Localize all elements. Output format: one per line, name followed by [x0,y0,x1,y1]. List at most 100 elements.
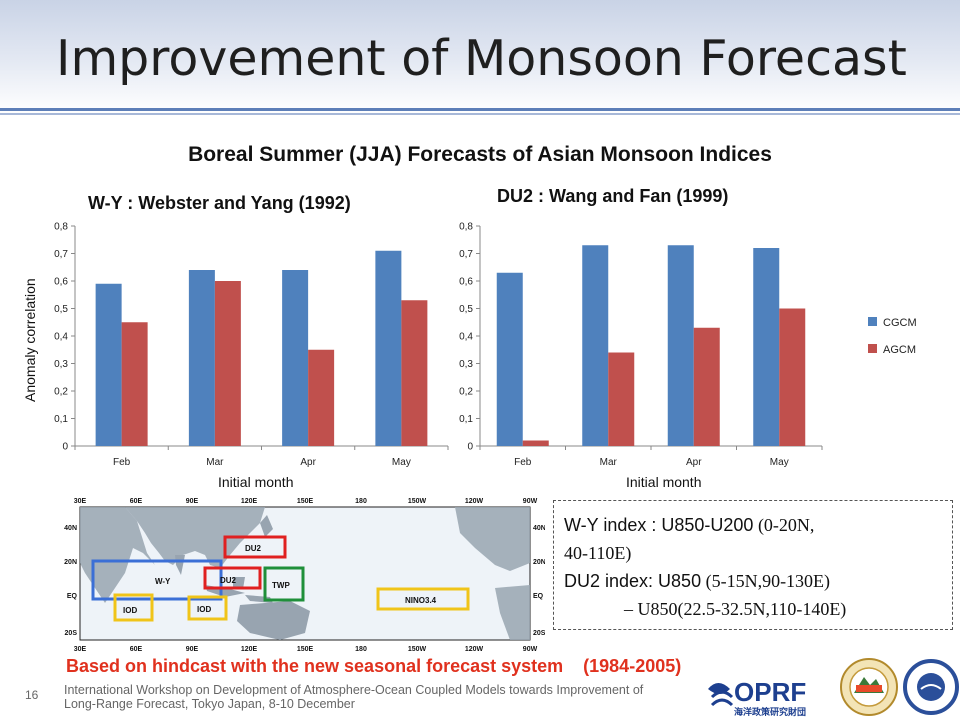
hindcast-note: Based on hindcast with the new seasonal … [66,656,682,676]
region-iod-west [113,593,154,622]
bar-cgcm-feb [95,283,122,446]
lat-label-eq-right: EQ [533,593,544,600]
lon-label-90w: 90W [523,498,538,505]
y-tick-label: 0,4 [54,332,68,343]
footer-line-1: International Workshop on Development of… [64,683,644,697]
region-du2-south-label: DU2 [220,576,237,585]
y-tick-label: 0,3 [459,359,473,370]
y-tick-label: 0,1 [459,414,473,425]
lon-label-150e: 150E [297,498,314,505]
region-wy [91,559,223,601]
bar-cgcm-apr [667,245,694,446]
du2-index-region-b: – U850(22.5-32.5N,110-140E) [624,599,847,619]
lon-label-150w-bottom: 150W [408,646,427,653]
emblem-logo [903,659,959,715]
y-tick-label: 0,7 [459,249,473,260]
region-twp [263,566,305,602]
bar-agcm-mar [608,352,635,446]
chart-wy: 0 0,1 0,2 0,3 0,4 0,5 0,6 0,7 0,8 Feb Mar Apr May [54,222,449,468]
du2-index-line1: DU2 index: U850 (5-15N,90-130E) [564,567,942,595]
bar-cgcm-feb [496,272,523,446]
asia-land [125,507,265,568]
title-rule-thin [0,113,960,115]
region-iod-west-label: IOD [123,606,137,615]
bar-cgcm-may [375,250,402,446]
wy-index-region-a: (0-20N, [753,515,815,535]
x-tick-label: Mar [206,457,224,468]
chart-du2: 0 0,1 0,2 0,3 0,4 0,5 0,6 0,7 0,8 Feb Mar Apr May CGC… [459,222,917,469]
bar-agcm-feb [522,440,549,446]
footer-line-2: Long-Range Forecast, Tokyo Japan, 8-10 D… [64,697,355,711]
y-tick-label: 0,4 [459,332,473,343]
du2-index-label: DU2 index: U850 [564,571,702,591]
slide-subtitle: Boreal Summer (JJA) Forecasts of Asian M… [188,143,772,166]
lon-label-30e-bottom: 30E [74,646,87,653]
bar-agcm-apr [308,349,335,446]
lat-label-eq: EQ [67,593,78,600]
lon-label-120e-bottom: 120E [241,646,258,653]
x-tick-label: May [392,457,411,468]
y-tick-label: 0,6 [459,277,473,288]
lat-label-20n: 20N [64,559,77,566]
y-tick-label: 0,8 [459,222,473,233]
y-tick-label: 0,5 [54,304,68,315]
bar-cgcm-mar [188,270,215,446]
x-tick-label: Apr [300,457,316,468]
footer-citation: International Workshop on Development of… [64,683,704,711]
lon-label-120w-bottom: 120W [465,646,484,653]
lon-label-120e: 120E [241,498,258,505]
chart-du2-title: DU2 : Wang and Fan (1999) [497,186,729,206]
south-america-land [495,585,530,640]
maritime-continent-land [205,577,273,603]
bar-agcm-feb [121,322,148,446]
y-tick-label: 0,7 [54,249,68,260]
lon-label-150w: 150W [408,498,427,505]
lat-label-20n-right: 20N [533,559,545,566]
bar-cgcm-may [753,248,780,446]
lon-label-60e: 60E [130,498,143,505]
chart-du2-xlabel: Initial month [626,474,702,490]
region-twp-label: TWP [272,581,290,590]
x-tick-label: Apr [686,457,702,468]
y-tick-label: 0 [467,442,473,453]
region-map: W-Y DU2 DU2 IOD IOD TWP NINO3.4 30E 60E … [55,493,545,655]
title-rule [0,108,960,111]
legend-label-agcm: AGCM [883,344,916,356]
bar-agcm-may [779,308,806,446]
emblem-icon [903,659,959,715]
legend-label-cgcm: CGCM [883,317,917,329]
y-tick-label: 0,2 [54,387,68,398]
slide-title: Improvement of Monsoon Forecast [56,30,907,87]
lon-label-90e: 90E [186,498,199,505]
north-america-land [455,507,530,571]
bar-cgcm-mar [582,245,609,446]
lat-label-40n: 40N [64,525,77,532]
wy-index-line1: W-Y index : U850-U200 (0-20N, [564,511,942,539]
lon-label-180-bottom: 180 [355,646,367,653]
chart-wy-xlabel: Initial month [218,474,294,490]
y-tick-label: 0,5 [459,304,473,315]
page-number: 16 [25,688,39,702]
chart-wy-ylabel: Anomaly correlation [22,278,38,402]
region-iod-east-label: IOD [197,605,211,614]
chart-wy-title: W-Y : Webster and Yang (1992) [88,193,351,213]
region-wy-label: W-Y [155,577,171,586]
title-band [0,0,960,112]
lon-label-120w: 120W [465,498,484,505]
index-definitions: W-Y index : U850-U200 (0-20N, 40-110E) D… [553,500,953,630]
lat-label-40n-right: 40N [533,525,545,532]
region-iod-east [187,595,228,621]
x-tick-label: Feb [113,457,131,468]
lon-label-150e-bottom: 150E [297,646,314,653]
oprf-subtext: 海洋政策研究財団 [734,706,806,717]
lon-label-90e-bottom: 90E [186,646,199,653]
lon-label-90w-bottom: 90W [523,646,538,653]
region-nino34 [376,587,470,611]
lon-label-180: 180 [355,498,367,505]
region-du2-north [223,535,287,559]
oprf-logo: OPRF 海洋政策研究財団 [708,677,806,717]
legend-swatch-cgcm [868,317,877,326]
lat-label-20s-right: 20S [533,630,545,637]
australia-land [237,601,310,640]
x-tick-label: Feb [514,457,532,468]
